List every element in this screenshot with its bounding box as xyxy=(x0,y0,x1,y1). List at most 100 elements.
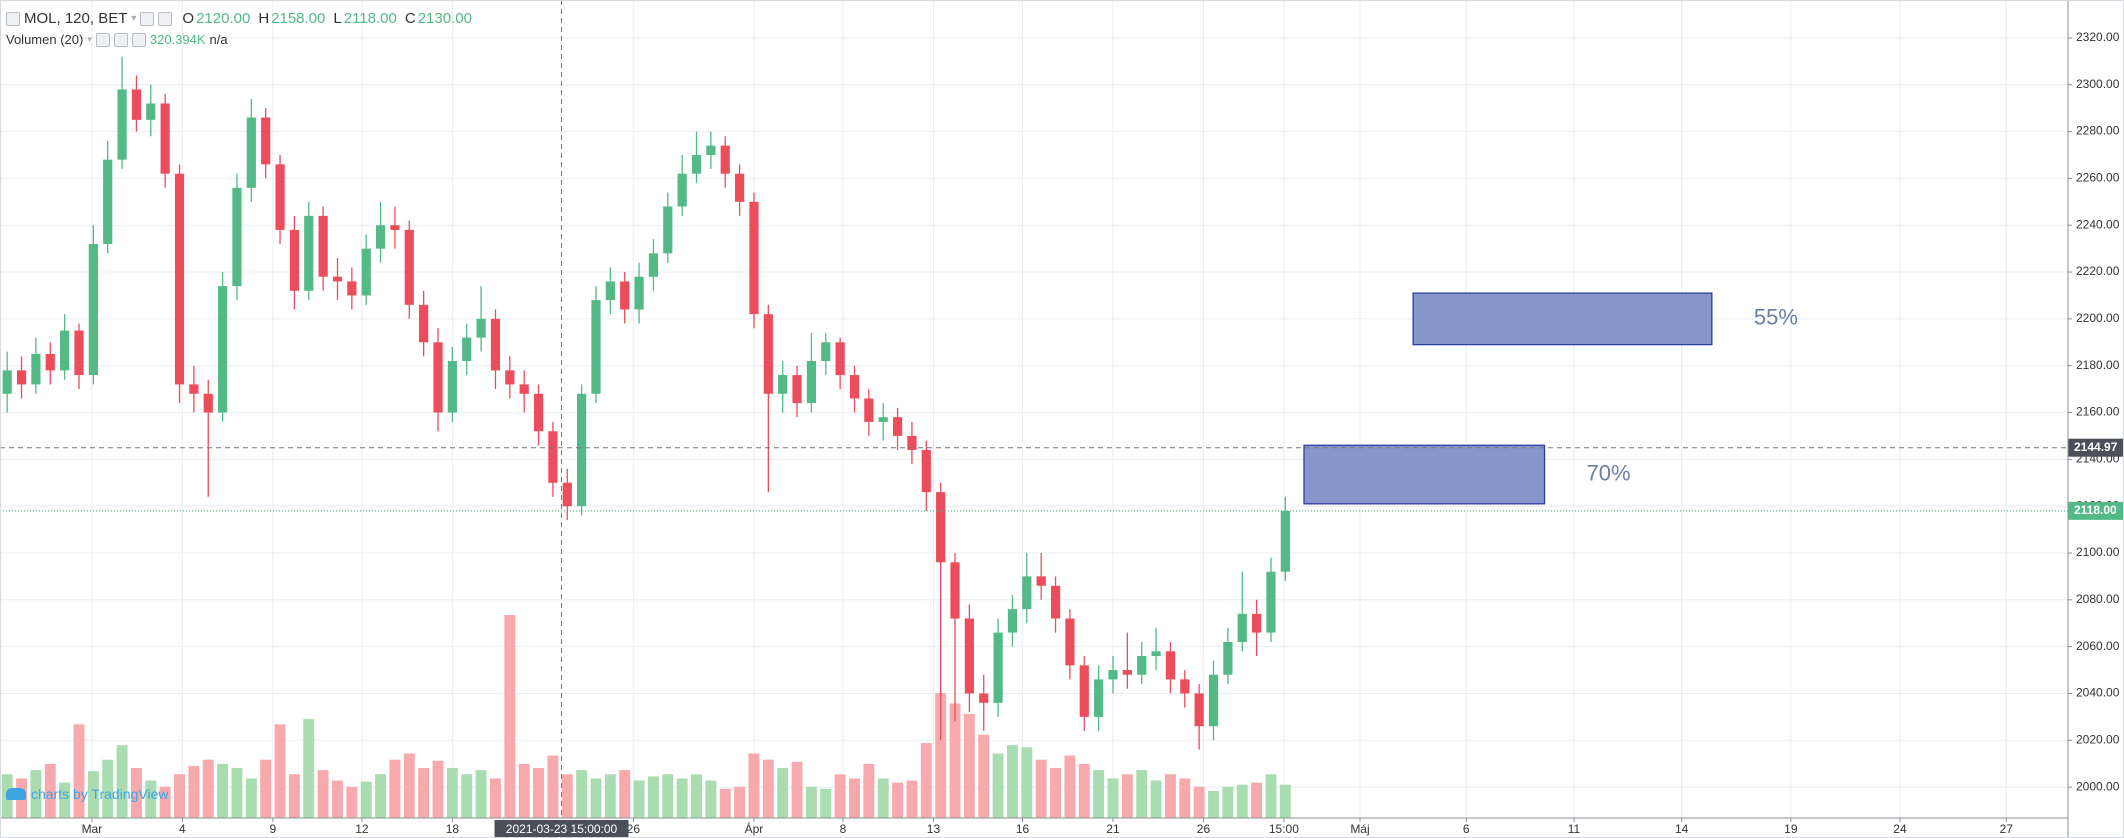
watermark[interactable]: charts by TradingView xyxy=(6,786,168,802)
candle-body xyxy=(1151,651,1161,656)
y-tick-label: 2180.00 xyxy=(2076,358,2120,372)
volume-bar xyxy=(403,753,415,818)
y-tick-label: 2060.00 xyxy=(2076,639,2120,653)
candle-body xyxy=(1065,618,1075,666)
watermark-text[interactable]: charts by TradingView xyxy=(31,786,169,802)
volume-bar xyxy=(1093,770,1105,818)
y-tick-label: 2300.00 xyxy=(2076,77,2120,91)
volume-bar xyxy=(992,753,1004,818)
settings-icon[interactable] xyxy=(158,11,173,26)
volume-bar xyxy=(1251,782,1263,818)
volume-bar xyxy=(317,770,329,818)
last-price-badge xyxy=(2068,501,2124,520)
candle-body xyxy=(490,318,501,371)
symbol-row: MOL, 120, BET ▾ O 2120.00 H 2158.00 L 2118.00… xyxy=(6,10,472,27)
volume-bar xyxy=(1150,780,1162,818)
candle-body xyxy=(375,225,386,249)
candle-body xyxy=(1036,576,1046,586)
candle-body xyxy=(577,393,587,507)
candle-body xyxy=(117,89,127,160)
volume-bar xyxy=(116,745,128,818)
volume-bar xyxy=(518,763,530,818)
eye-icon[interactable] xyxy=(95,32,110,47)
candle-body xyxy=(1252,613,1262,633)
zone-box[interactable] xyxy=(1412,292,1713,346)
volume-bar xyxy=(202,759,214,818)
candle-body xyxy=(979,693,989,703)
dropdown[interactable]: ▾ xyxy=(131,13,137,24)
candle-body xyxy=(1108,670,1118,680)
candle-body xyxy=(562,482,572,507)
volume-bar xyxy=(102,759,114,818)
volume-bar xyxy=(375,774,387,818)
volume-bar xyxy=(145,780,157,818)
x-tick-label: 19 xyxy=(1784,822,1798,836)
volume-bar xyxy=(188,765,200,818)
candle-body xyxy=(88,243,98,376)
candle-body xyxy=(347,281,357,296)
volume-bar xyxy=(906,780,918,818)
volume-bar xyxy=(475,770,487,818)
candle-body xyxy=(892,417,903,436)
candle-body xyxy=(476,318,486,338)
candle-body xyxy=(246,117,256,188)
x-tick-label: Mar xyxy=(82,822,103,836)
volume-bar xyxy=(130,768,142,818)
volume-bar xyxy=(1107,778,1119,818)
candle-body xyxy=(849,375,860,399)
volume-bar xyxy=(834,774,846,818)
dropdown[interactable]: ▾ xyxy=(87,34,92,44)
x-tick-label: 24 xyxy=(1893,822,1907,836)
y-tick-label: 2200.00 xyxy=(2076,311,2120,325)
volume-label[interactable]: Volumen (20) xyxy=(6,32,84,47)
eye-icon[interactable] xyxy=(140,11,155,26)
settings-icon[interactable] xyxy=(113,32,128,47)
volume-bar xyxy=(59,782,71,818)
candle-body xyxy=(275,164,285,230)
candle-body xyxy=(792,375,802,404)
volume-bar xyxy=(260,759,272,818)
volume-bar xyxy=(159,786,171,818)
volume-bar xyxy=(863,763,875,818)
candle-body xyxy=(677,173,687,207)
candle-body xyxy=(634,276,644,310)
x-tick-label: 11 xyxy=(1568,822,1581,836)
candle-body xyxy=(1180,679,1190,694)
volume-bar xyxy=(303,719,315,818)
candle-body xyxy=(447,361,457,413)
candle-body xyxy=(1266,571,1276,633)
volume-bar xyxy=(1021,747,1033,818)
zone-box[interactable] xyxy=(1303,444,1546,505)
candle-body xyxy=(131,89,142,120)
symbol[interactable]: MOL, 120, BET xyxy=(24,10,128,27)
candle-body xyxy=(921,449,931,493)
crosshair-y-badge xyxy=(2068,438,2124,457)
volume-bar xyxy=(1179,778,1191,818)
collapse-icon[interactable] xyxy=(6,11,20,26)
candle-body xyxy=(950,562,960,619)
volume-bar xyxy=(389,759,401,818)
candle-body xyxy=(31,353,41,385)
volume-bar xyxy=(245,778,257,818)
candle-body xyxy=(1079,665,1089,717)
volume-bar xyxy=(647,776,659,818)
x-tick-label: Ápr xyxy=(745,821,764,836)
candle-body xyxy=(318,215,328,277)
x-tick-label: 26 xyxy=(1197,822,1211,836)
candle-body xyxy=(174,173,185,385)
volume-bar xyxy=(1007,745,1018,818)
candle-body xyxy=(993,632,1003,703)
candle-body xyxy=(462,337,472,362)
candle-body xyxy=(74,330,84,376)
volume-bar xyxy=(920,743,932,818)
candle-body xyxy=(1050,585,1061,619)
volume-bar xyxy=(691,774,702,818)
candle-body xyxy=(261,117,271,165)
volume-bar xyxy=(719,788,731,818)
volume-bar xyxy=(762,759,774,818)
volume-bar xyxy=(935,693,947,818)
candle-body xyxy=(160,103,170,174)
candle-body xyxy=(533,393,544,432)
close-icon[interactable] xyxy=(131,32,146,47)
candle-body xyxy=(404,229,414,305)
